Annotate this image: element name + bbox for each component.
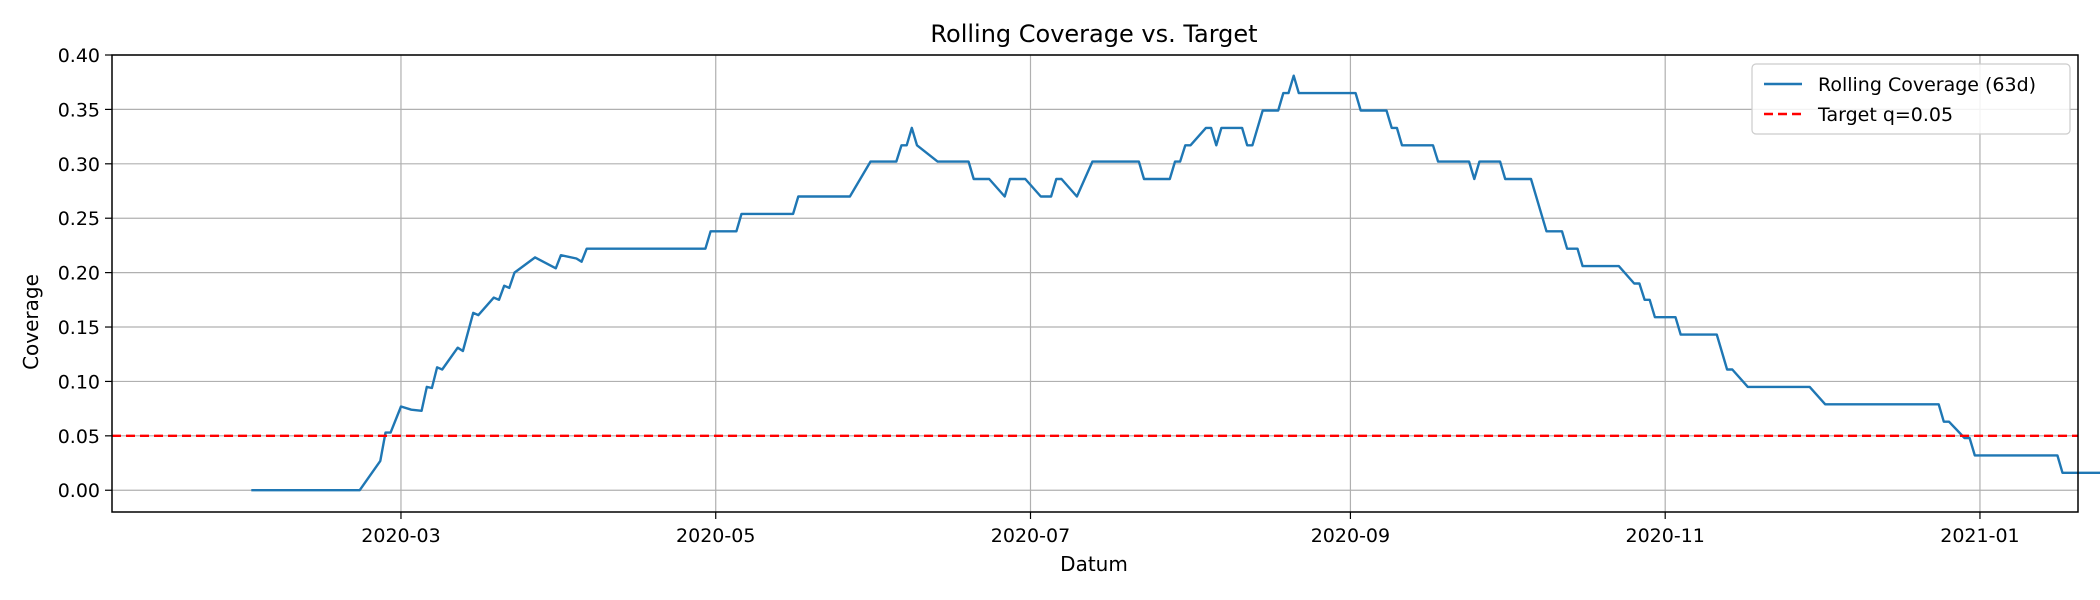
y-tick-label: 0.30 [58, 154, 100, 176]
y-tick-label: 0.05 [58, 426, 100, 448]
y-axis: 0.00 0.05 0.10 0.15 0.20 0.25 0.30 0.35 0.40 [58, 45, 112, 502]
legend-box [1751, 63, 2071, 135]
x-tick-label: 2021-01 [1940, 525, 2019, 547]
chart-title: Rolling Coverage vs. Target [930, 20, 1257, 48]
x-tick-label: 2020-05 [676, 525, 755, 547]
y-tick-label: 0.00 [58, 480, 100, 502]
legend: Rolling Coverage (63d) Target q=0.05 [1751, 63, 2071, 135]
series-layer [112, 74, 2100, 492]
x-tick-label: 2020-09 [1311, 525, 1390, 547]
y-tick-label: 0.25 [58, 208, 100, 230]
legend-label: Target q=0.05 [1817, 104, 1953, 126]
x-tick-label: 2020-03 [361, 525, 440, 547]
plot-frame [111, 54, 2079, 513]
legend-label: Rolling Coverage (63d) [1818, 74, 2036, 96]
y-axis-label: Coverage [19, 274, 43, 370]
x-axis: 2020-03 2020-05 2020-07 2020-09 2020-11 2021-… [361, 512, 2020, 547]
x-tick-label: 2020-07 [991, 525, 1070, 547]
y-tick-label: 0.15 [58, 317, 100, 339]
series-line-rolling-coverage [251, 74, 2100, 492]
y-tick-label: 0.20 [58, 263, 100, 285]
y-tick-label: 0.10 [58, 371, 100, 393]
y-tick-label: 0.40 [58, 45, 100, 67]
x-tick-label: 2020-11 [1625, 525, 1704, 547]
y-tick-label: 0.35 [58, 99, 100, 121]
x-axis-label: Datum [1060, 552, 1128, 576]
